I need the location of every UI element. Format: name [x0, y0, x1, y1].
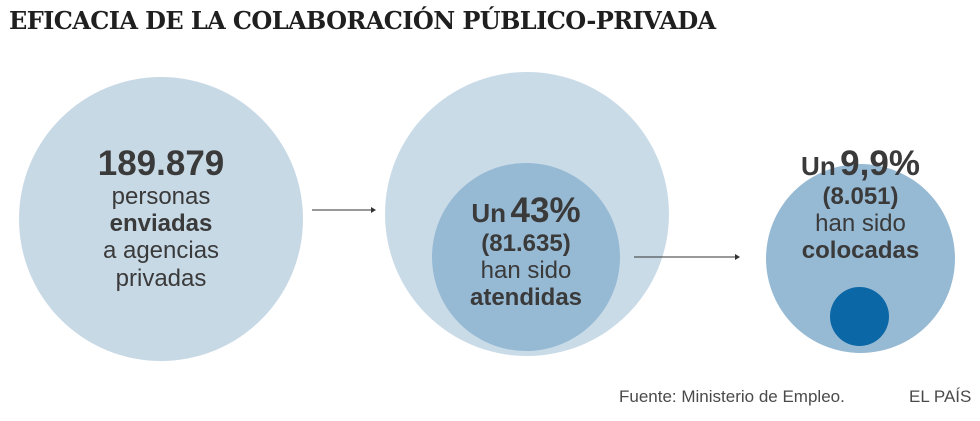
- stage3-line2: colocadas: [801, 237, 920, 265]
- arrow-2-icon: [634, 254, 740, 260]
- page-title: EFICACIA DE LA COLABORACIÓN PÚBLICO-PRIV…: [9, 6, 716, 35]
- stage3-prefix: Un: [801, 151, 836, 181]
- stage1-number: 189.879: [97, 144, 225, 183]
- stage3-percent: 9,9%: [840, 144, 920, 183]
- stage2-percent: 43%: [510, 191, 581, 230]
- stage1-circle: [19, 77, 303, 361]
- stage2-inner-circle: [432, 163, 620, 351]
- brand-credit: EL PAÍS: [909, 387, 972, 406]
- stage2-count: (81.635): [481, 229, 571, 257]
- stage3-text: Un 9,9% (8.051) han sido colocadas: [766, 144, 955, 265]
- stage3-line1: han sido: [815, 210, 906, 238]
- arrow-1-icon: [312, 207, 376, 213]
- stage1-line4: privadas: [115, 264, 207, 292]
- stage2-line2: atendidas: [469, 284, 583, 312]
- stage1-line1: personas: [111, 182, 211, 210]
- stage3-count: (8.051): [822, 182, 899, 210]
- stage2-prefix: Un: [471, 198, 507, 228]
- stage1-line3: a agencias: [102, 237, 220, 265]
- stage1-line2: enviadas: [109, 210, 213, 238]
- source-note: Fuente: Ministerio de Empleo.: [619, 387, 845, 406]
- stage3-inner-circle: [830, 287, 889, 346]
- stage1-text: 189.879 personas enviadas a agencias pri…: [19, 144, 303, 292]
- stage2-line1: han sido: [480, 257, 572, 285]
- stage2-text: Un 43% (81.635) han sido atendidas: [432, 191, 620, 312]
